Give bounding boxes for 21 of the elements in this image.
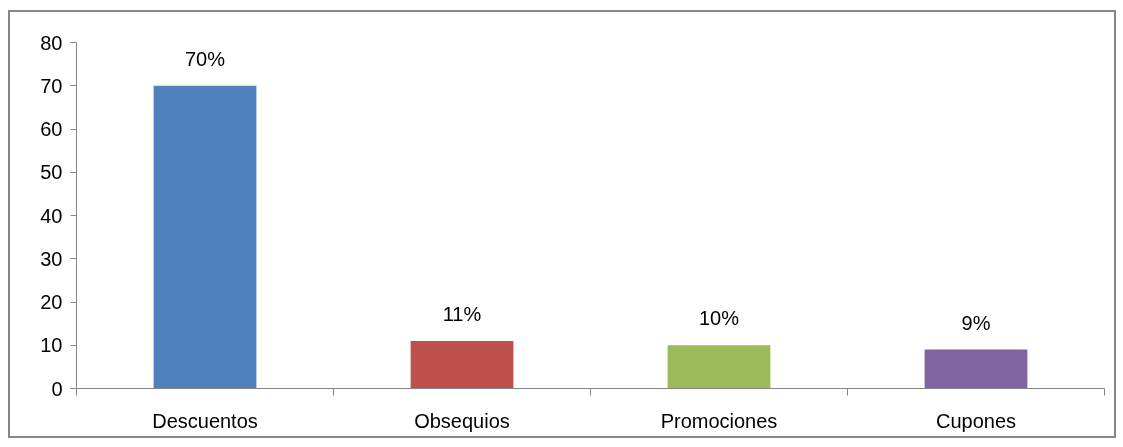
bar	[410, 340, 514, 389]
y-tick-label: 70	[40, 74, 63, 97]
data-label: 9%	[961, 311, 991, 334]
x-tick-label: Cupones	[935, 409, 1017, 432]
bar	[667, 345, 771, 389]
y-tick-label: 80	[40, 31, 63, 54]
y-tick-label: 60	[40, 118, 63, 140]
data-label: 10%	[698, 307, 740, 330]
y-tick-label: 50	[40, 161, 63, 184]
y-tick-label: 0	[51, 377, 63, 400]
bar	[153, 85, 257, 389]
y-tick-label: 20	[40, 291, 63, 313]
x-tick-label: Descuentos	[152, 409, 258, 432]
data-label: 70%	[184, 47, 226, 70]
x-tick-label: Promociones	[660, 409, 778, 432]
data-label: 11%	[442, 302, 482, 325]
y-tick-label: 40	[40, 204, 63, 227]
bar	[924, 349, 1028, 389]
y-tick-label: 30	[40, 247, 63, 270]
y-tick-label: 10	[40, 334, 63, 357]
x-tick-label: Obsequios	[414, 409, 510, 432]
